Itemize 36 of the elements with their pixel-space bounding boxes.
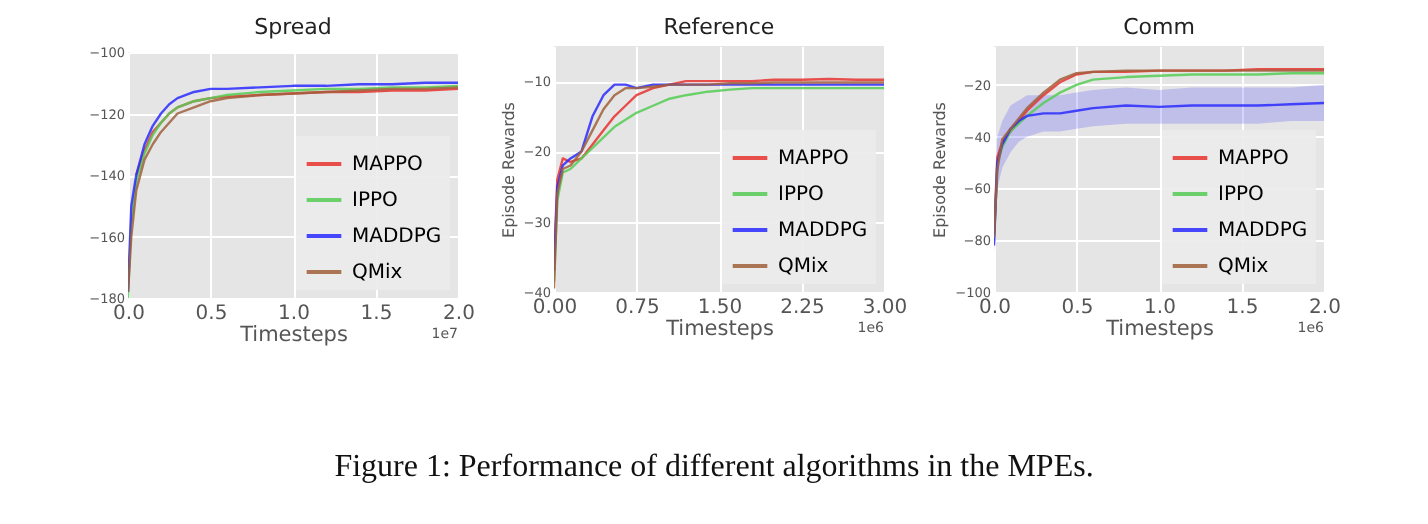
x-tick-label: 1.50 (697, 297, 743, 319)
x-tick-label: 0.5 (195, 303, 228, 325)
x-tick-label: 3.00 (862, 297, 908, 319)
caption: Figure 1: Performance of different algorithms in the MPEs. (332, 450, 1096, 486)
y-axis-title: Episode Rewards (931, 102, 950, 238)
legend-label: MADDPG (352, 226, 442, 248)
legend-label: MAPPO (352, 154, 424, 176)
legend-label: IPPO (1218, 184, 1265, 206)
x-axis-title: Timesteps (1104, 317, 1214, 341)
x-tick-label: 2.25 (780, 297, 825, 319)
legend-label: MAPPO (1218, 148, 1290, 170)
legend-label: MADDPG (778, 220, 868, 242)
legend-label: IPPO (352, 190, 399, 212)
x-tick-label: 0.0 (113, 303, 145, 325)
legend-label: MAPPO (778, 148, 850, 170)
x-tick-label: 2.0 (1309, 297, 1341, 319)
x-axis-title: Timesteps (238, 323, 348, 347)
x-tick-label: 0.0 (979, 297, 1011, 319)
x-tick-label: 1.0 (1144, 297, 1176, 319)
legend-label: MADDPG (1218, 220, 1308, 242)
x-tick-label: 1.5 (360, 303, 393, 325)
x-tick-label: 1.5 (1226, 297, 1259, 319)
legend-label: IPPO (778, 184, 825, 206)
x-axis-title: Timesteps (664, 317, 774, 341)
legend-label: QMix (1218, 256, 1269, 278)
chart-title: Comm (1123, 14, 1195, 40)
x-tick-label: 0.00 (532, 297, 578, 319)
x-tick-label: 0.75 (615, 297, 660, 319)
x-tick-label: 0.5 (1061, 297, 1094, 319)
chart-title: Spread (254, 14, 332, 40)
y-axis-title: Episode Rewards (499, 102, 518, 238)
chart-title: Reference (663, 14, 775, 40)
x-tick-label: 2.0 (443, 303, 475, 325)
x-tick-label: 1.0 (278, 303, 310, 325)
legend-label: QMix (352, 262, 403, 284)
legend-label: QMix (778, 256, 829, 278)
